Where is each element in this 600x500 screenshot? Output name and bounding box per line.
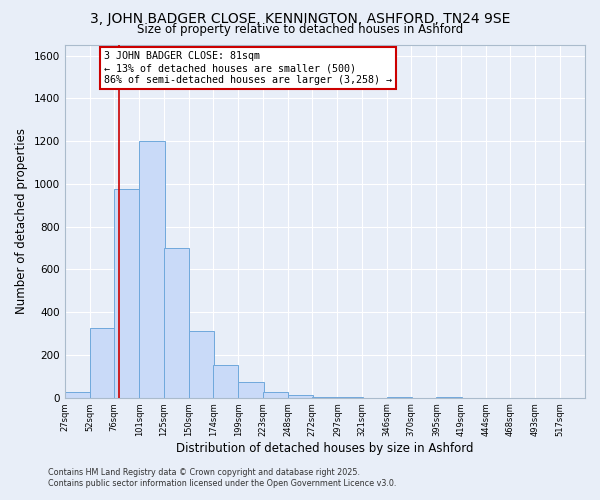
Bar [114, 190, 139, 398]
Bar [312, 397, 337, 398]
Y-axis label: Number of detached properties: Number of detached properties [15, 128, 28, 314]
Bar [238, 382, 264, 398]
Bar [164, 248, 189, 398]
Bar [90, 328, 115, 398]
Bar [189, 332, 214, 398]
Bar [288, 394, 313, 398]
Text: Contains HM Land Registry data © Crown copyright and database right 2025.
Contai: Contains HM Land Registry data © Crown c… [48, 468, 397, 487]
Bar [65, 392, 90, 398]
Text: 3, JOHN BADGER CLOSE, KENNINGTON, ASHFORD, TN24 9SE: 3, JOHN BADGER CLOSE, KENNINGTON, ASHFOR… [90, 12, 510, 26]
X-axis label: Distribution of detached houses by size in Ashford: Distribution of detached houses by size … [176, 442, 473, 455]
Text: Size of property relative to detached houses in Ashford: Size of property relative to detached ho… [137, 22, 463, 36]
Bar [263, 392, 288, 398]
Bar [213, 364, 238, 398]
Bar [139, 141, 164, 398]
Text: 3 JOHN BADGER CLOSE: 81sqm
← 13% of detached houses are smaller (500)
86% of sem: 3 JOHN BADGER CLOSE: 81sqm ← 13% of deta… [104, 52, 392, 84]
